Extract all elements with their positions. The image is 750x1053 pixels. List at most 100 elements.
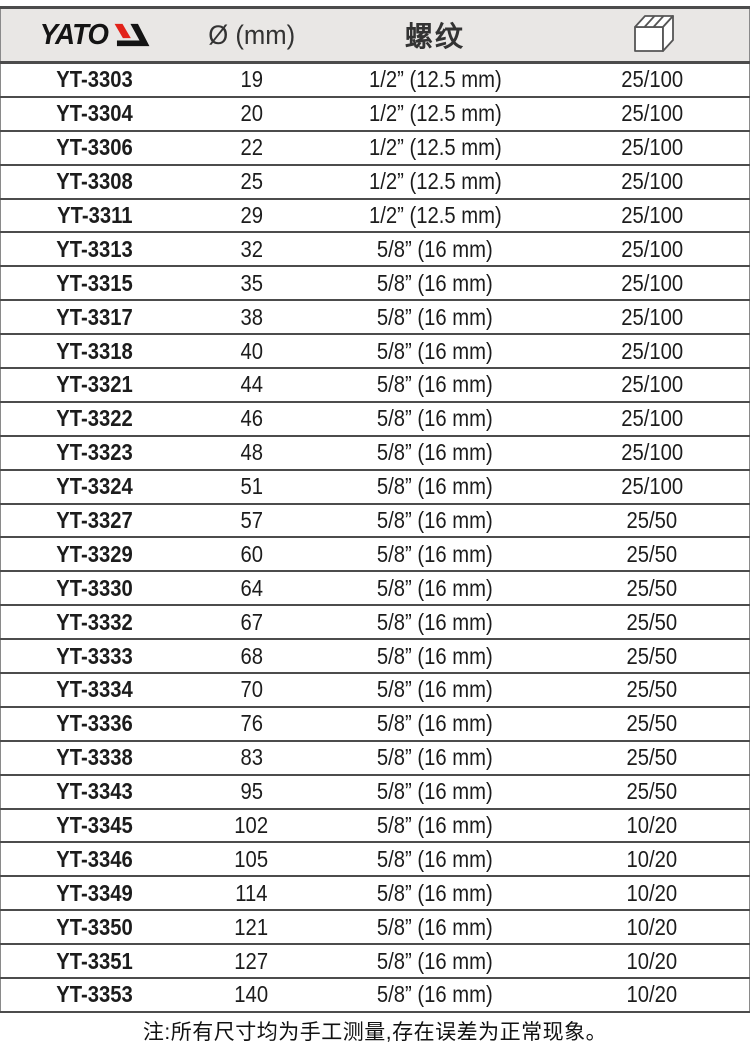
package-cell: 25/50 (554, 639, 750, 675)
package-cell: 25/50 (554, 673, 750, 708)
model-cell: YT-3327 (0, 503, 188, 539)
diameter-cell: 121 (187, 910, 316, 946)
diameter-cell: 102 (187, 808, 316, 844)
diameter-header-cell: Ø (mm) (187, 7, 316, 64)
model-cell: YT-3343 (0, 774, 188, 810)
diameter-cell: 68 (187, 639, 316, 675)
diameter-cell: 25 (187, 164, 316, 200)
thread-cell: 5/8” (16 mm) (315, 605, 555, 641)
package-cell: 10/20 (554, 808, 750, 844)
table-row: YT-3317 38 5/8” (16 mm) 25/100 (0, 300, 750, 336)
model-cell: YT-3324 (0, 469, 188, 505)
model-cell: YT-3303 (0, 62, 188, 98)
diameter-cell: 95 (187, 774, 316, 810)
package-cell: 25/100 (554, 368, 750, 403)
table-row: YT-3333 68 5/8” (16 mm) 25/50 (0, 639, 750, 675)
diameter-cell: 140 (187, 978, 316, 1013)
model-cell: YT-3308 (0, 164, 188, 200)
table-row: YT-3345 102 5/8” (16 mm) 10/20 (0, 808, 750, 844)
table-row: YT-3318 40 5/8” (16 mm) 25/100 (0, 334, 750, 370)
model-cell: YT-3329 (0, 537, 188, 573)
package-cell: 25/100 (554, 435, 750, 471)
diameter-cell: 29 (187, 198, 316, 234)
diameter-cell: 20 (187, 96, 316, 132)
thread-cell: 5/8” (16 mm) (315, 876, 555, 912)
yato-logo-text: YATO (39, 18, 108, 51)
diameter-cell: 60 (187, 537, 316, 573)
package-cell: 25/100 (554, 62, 750, 98)
diameter-cell: 35 (187, 266, 316, 302)
box-icon (633, 14, 674, 52)
model-cell: YT-3350 (0, 910, 188, 946)
table-row: YT-3321 44 5/8” (16 mm) 25/100 (0, 368, 750, 403)
measurement-note: 注:所有尺寸均为手工测量,存在误差为正常现象。 (142, 1021, 608, 1044)
thread-cell: 1/2” (12.5 mm) (315, 62, 555, 98)
package-cell: 25/100 (554, 96, 750, 132)
thread-cell: 5/8” (16 mm) (315, 571, 555, 607)
thread-cell: 5/8” (16 mm) (315, 673, 555, 708)
model-cell: YT-3318 (0, 334, 188, 370)
diameter-cell: 83 (187, 740, 316, 776)
thread-cell: 5/8” (16 mm) (315, 910, 555, 946)
thread-cell: 5/8” (16 mm) (315, 639, 555, 675)
thread-cell: 5/8” (16 mm) (315, 266, 555, 302)
table-row: YT-3351 127 5/8” (16 mm) 10/20 (0, 944, 750, 980)
package-cell: 25/100 (554, 130, 750, 166)
header-row: YATO Ø (mm) 螺纹 (0, 7, 750, 64)
thread-cell: 1/2” (12.5 mm) (315, 130, 555, 166)
thread-cell: 5/8” (16 mm) (315, 842, 555, 878)
table-row: YT-3349 114 5/8” (16 mm) 10/20 (0, 876, 750, 912)
package-cell: 25/50 (554, 503, 750, 539)
table-row: YT-3313 32 5/8” (16 mm) 25/100 (0, 232, 750, 268)
diameter-cell: 46 (187, 401, 316, 437)
thread-cell: 5/8” (16 mm) (315, 435, 555, 471)
package-cell: 25/100 (554, 401, 750, 437)
diameter-cell: 105 (187, 842, 316, 878)
package-cell: 10/20 (554, 978, 750, 1013)
diameter-cell: 67 (187, 605, 316, 641)
thread-cell: 5/8” (16 mm) (315, 503, 555, 539)
package-cell: 10/20 (554, 842, 750, 878)
thread-cell: 5/8” (16 mm) (315, 740, 555, 776)
model-cell: YT-3345 (0, 808, 188, 844)
table-row: YT-3330 64 5/8” (16 mm) 25/50 (0, 571, 750, 607)
table-row: YT-3322 46 5/8” (16 mm) 25/100 (0, 401, 750, 437)
thread-cell: 5/8” (16 mm) (315, 232, 555, 268)
table-row: YT-3329 60 5/8” (16 mm) 25/50 (0, 537, 750, 573)
model-cell: YT-3306 (0, 130, 188, 166)
model-cell: YT-3334 (0, 673, 188, 708)
diameter-cell: 22 (187, 130, 316, 166)
diameter-cell: 44 (187, 368, 316, 403)
table-row: YT-3315 35 5/8” (16 mm) 25/100 (0, 266, 750, 302)
package-cell: 25/50 (554, 706, 750, 742)
thread-cell: 5/8” (16 mm) (315, 808, 555, 844)
thread-cell: 5/8” (16 mm) (315, 706, 555, 742)
thread-cell: 5/8” (16 mm) (315, 537, 555, 573)
diameter-cell: 127 (187, 944, 316, 980)
package-cell: 25/50 (554, 537, 750, 573)
yato-logo: YATO (38, 19, 152, 52)
model-cell: YT-3311 (0, 198, 188, 234)
thread-cell: 5/8” (16 mm) (315, 300, 555, 336)
model-cell: YT-3351 (0, 944, 188, 980)
package-cell: 25/100 (554, 232, 750, 268)
model-cell: YT-3323 (0, 435, 188, 471)
thread-cell: 1/2” (12.5 mm) (315, 96, 555, 132)
thread-cell: 5/8” (16 mm) (315, 978, 555, 1013)
model-cell: YT-3333 (0, 639, 188, 675)
model-cell: YT-3313 (0, 232, 188, 268)
diameter-cell: 19 (187, 62, 316, 98)
table-row: YT-3343 95 5/8” (16 mm) 25/50 (0, 774, 750, 810)
model-cell: YT-3346 (0, 842, 188, 878)
thread-cell: 1/2” (12.5 mm) (315, 164, 555, 200)
table-row: YT-3350 121 5/8” (16 mm) 10/20 (0, 910, 750, 946)
package-cell: 25/100 (554, 266, 750, 302)
thread-cell: 5/8” (16 mm) (315, 944, 555, 980)
package-cell: 10/20 (554, 876, 750, 912)
diameter-cell: 32 (187, 232, 316, 268)
model-cell: YT-3304 (0, 96, 188, 132)
package-cell: 25/50 (554, 571, 750, 607)
model-cell: YT-3336 (0, 706, 188, 742)
package-cell: 10/20 (554, 944, 750, 980)
